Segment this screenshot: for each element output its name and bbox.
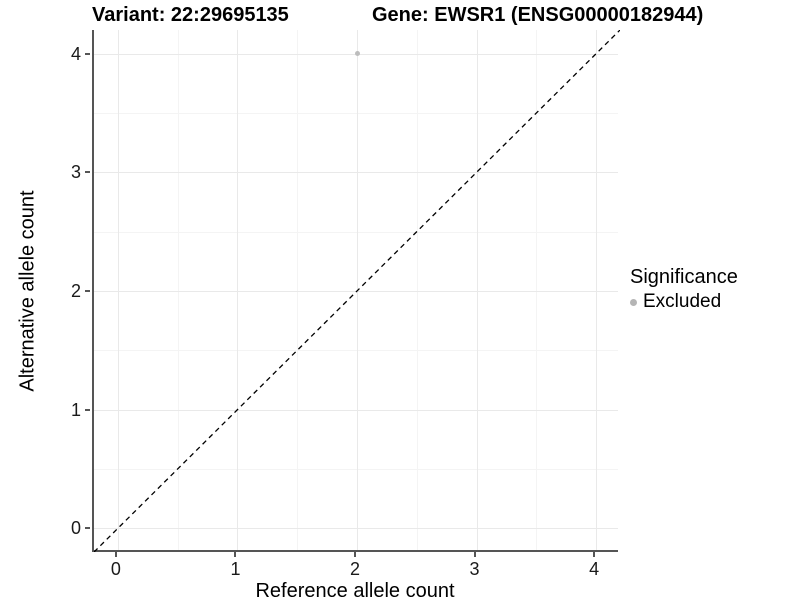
x-tick-label: 2 xyxy=(349,559,360,579)
legend-point-icon xyxy=(630,298,637,306)
y-axis-title: Alternative allele count xyxy=(16,190,39,392)
x-tick-label: 3 xyxy=(469,559,480,579)
legend-entries: Excluded xyxy=(630,291,738,313)
y-tick-label: 2 xyxy=(70,281,81,301)
y-tick xyxy=(85,408,90,411)
x-tick xyxy=(354,552,356,557)
y-tick-label: 3 xyxy=(70,162,81,183)
gridline xyxy=(94,409,618,411)
x-tick xyxy=(114,552,117,557)
legend-title: Significance xyxy=(630,266,738,288)
gridline xyxy=(297,30,299,550)
gridline xyxy=(94,113,618,115)
data-point-excluded xyxy=(354,51,360,57)
x-tick-label: 4 xyxy=(589,559,600,579)
y-tick-label: 0 xyxy=(70,518,81,539)
legend-label: Excluded xyxy=(643,291,722,312)
y-tick-label: 4 xyxy=(70,43,81,64)
x-axis-title: Reference allele count xyxy=(255,580,455,600)
plot-panel xyxy=(92,30,620,552)
y-tick xyxy=(85,527,90,530)
plot-title-variant: Variant: 22:29695135 xyxy=(92,4,289,26)
gridline xyxy=(476,30,478,550)
gridline xyxy=(177,30,179,550)
plot-title-gene: Gene: EWSR1 (ENSG00000182944) xyxy=(372,4,704,26)
x-tick xyxy=(593,552,596,557)
gridline xyxy=(94,172,618,174)
legend-entry: Excluded xyxy=(630,291,738,313)
gridline xyxy=(94,468,618,470)
gridline xyxy=(237,30,239,550)
x-tick xyxy=(473,552,476,557)
y-tick xyxy=(85,52,90,55)
y-tick xyxy=(85,171,90,174)
gridline xyxy=(94,231,618,233)
gridline xyxy=(117,30,119,550)
x-tick-label: 0 xyxy=(110,559,121,579)
gridline xyxy=(596,30,598,550)
y-tick xyxy=(85,290,90,292)
legend: Significance Excluded xyxy=(630,266,738,313)
gridline xyxy=(536,30,538,550)
y-tick-label: 1 xyxy=(70,399,81,420)
x-tick xyxy=(234,552,237,557)
gridline xyxy=(94,528,618,530)
gridline xyxy=(416,30,418,550)
identity-line xyxy=(94,30,620,552)
x-tick-label: 1 xyxy=(230,559,241,579)
gridline xyxy=(94,350,618,352)
